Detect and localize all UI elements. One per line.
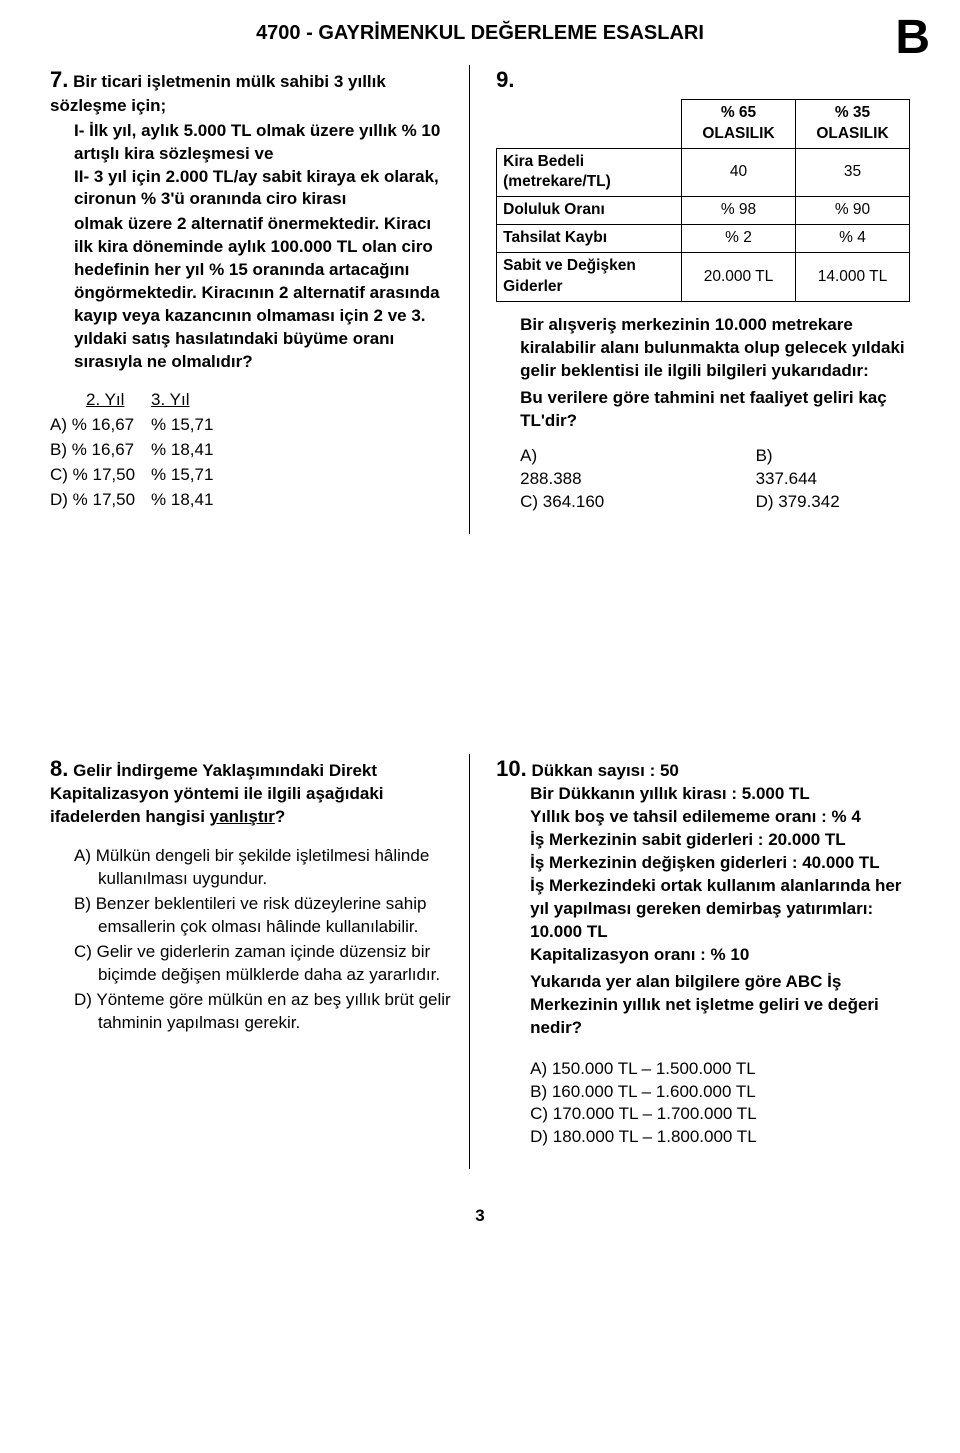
q9-column: 9. % 65 OLASILIK % 35 OLASILIK Kira Bede… <box>490 65 910 534</box>
q9-r4-c2: 14.000 TL <box>795 253 909 302</box>
booklet-letter: B <box>895 6 930 71</box>
q9-th-35: % 35 OLASILIK <box>795 99 909 148</box>
q8-opt-c: C) Gelir ve giderlerin zaman içinde düze… <box>74 941 453 987</box>
q10-l5: İş Merkezinin değişken giderleri : 40.00… <box>530 853 880 872</box>
q9-r2-label: Doluluk Oranı <box>497 197 682 225</box>
q9-after-2: Bu verilere göre tahmini net faaliyet ge… <box>520 388 887 430</box>
q9-r1-c2: 35 <box>795 148 909 197</box>
q9-opt-c: C) 364.160 <box>520 491 695 514</box>
q7-opt-b-y3: % 18,41 <box>151 438 229 463</box>
q9-r3-c2: % 4 <box>795 225 909 253</box>
q10-opt-b: B) 160.000 TL – 1.600.000 TL <box>530 1081 910 1104</box>
q8-opt-b: B) Benzer beklentileri ve risk düzeyleri… <box>74 893 453 939</box>
q7-head-y2: 2. Yıl <box>86 390 124 409</box>
q8-opt-d: D) Yönteme göre mülkün en az beş yıllık … <box>74 989 453 1035</box>
q7-column: 7. Bir ticari işletmenin mülk sahibi 3 y… <box>50 65 470 534</box>
q9-options: A) 288.388 C) 364.160 B) 337.644 D) 379.… <box>520 445 910 514</box>
q9-r2-c2: % 90 <box>795 197 909 225</box>
row-1: 7. Bir ticari işletmenin mülk sahibi 3 y… <box>50 65 910 534</box>
q7-number: 7. <box>50 67 68 92</box>
q8-column: 8. Gelir İndirgeme Yaklaşımındaki Direkt… <box>50 754 470 1170</box>
question-9: 9. % 65 OLASILIK % 35 OLASILIK Kira Bede… <box>496 65 910 514</box>
q7-opt-c-y2: C) % 17,50 <box>50 463 151 488</box>
q9-th-blank <box>497 99 682 148</box>
row-2: 8. Gelir İndirgeme Yaklaşımındaki Direkt… <box>50 754 910 1170</box>
q7-opt-c-y3: % 15,71 <box>151 463 229 488</box>
page-number: 3 <box>50 1205 910 1228</box>
q9-r4-c1: 20.000 TL <box>681 253 795 302</box>
q7-item-ii: II- 3 yıl için 2.000 TL/ay sabit kiraya … <box>74 167 439 209</box>
q7-opt-d-y2: D) % 17,50 <box>50 488 151 513</box>
question-10: 10. Dükkan sayısı : 50 Bir Dükkanın yıll… <box>496 754 910 1150</box>
q9-r1-c1: 40 <box>681 148 795 197</box>
q8-opt-a: A) Mülkün dengeli bir şekilde işletilmes… <box>74 845 453 891</box>
q9-r4-label: Sabit ve Değişken Giderler <box>497 253 682 302</box>
q9-opt-b: B) 337.644 <box>756 445 794 491</box>
q10-number: 10. <box>496 756 527 781</box>
q9-after-1: Bir alışveriş merkezinin 10.000 metrekar… <box>520 315 905 380</box>
q9-opt-d: D) 379.342 <box>756 491 840 514</box>
q7-opt-a-y2: A) % 16,67 <box>50 413 151 438</box>
q10-opt-a: A) 150.000 TL – 1.500.000 TL <box>530 1058 910 1081</box>
q10-l4: İş Merkezinin sabit giderleri : 20.000 T… <box>530 830 846 849</box>
q9-r3-label: Tahsilat Kaybı <box>497 225 682 253</box>
q8-number: 8. <box>50 756 68 781</box>
q7-answer-table: 2. Yıl 3. Yıl A) % 16,67% 15,71 B) % 16,… <box>50 388 229 513</box>
q10-l2: Bir Dükkanın yıllık kirası : 5.000 TL <box>530 784 810 803</box>
q7-opt-a-y3: % 15,71 <box>151 413 229 438</box>
header-title: 4700 - GAYRİMENKUL DEĞERLEME ESASLARI <box>256 22 704 44</box>
q10-stem: Yukarıda yer alan bilgilere göre ABC İş … <box>530 972 879 1037</box>
q8-stem-q: ? <box>275 807 285 826</box>
q9-th-65: % 65 OLASILIK <box>681 99 795 148</box>
q10-l6: İş Merkezindeki ortak kullanım alanların… <box>530 876 901 941</box>
q10-l3: Yıllık boş ve tahsil edilememe oranı : %… <box>530 807 861 826</box>
q10-l1: Dükkan sayısı : 50 <box>531 761 678 780</box>
q9-r3-c1: % 2 <box>681 225 795 253</box>
q8-stem-underline: yanlıştır <box>210 807 275 826</box>
q10-l7: Kapitalizasyon oranı : % 10 <box>530 945 749 964</box>
q10-column: 10. Dükkan sayısı : 50 Bir Dükkanın yıll… <box>490 754 910 1170</box>
question-7: 7. Bir ticari işletmenin mülk sahibi 3 y… <box>50 65 453 513</box>
page-header: 4700 - GAYRİMENKUL DEĞERLEME ESASLARI B <box>50 20 910 47</box>
q9-number: 9. <box>496 67 514 92</box>
q9-r2-c1: % 98 <box>681 197 795 225</box>
q7-stem-1: Bir ticari işletmenin mülk sahibi 3 yıll… <box>50 72 386 115</box>
q9-opt-a: A) 288.388 <box>520 445 599 491</box>
q10-opt-d: D) 180.000 TL – 1.800.000 TL <box>530 1126 910 1149</box>
q9-r1-label: Kira Bedeli (metrekare/TL) <box>497 148 682 197</box>
q7-opt-b-y2: B) % 16,67 <box>50 438 151 463</box>
q7-opt-d-y3: % 18,41 <box>151 488 229 513</box>
q7-item-i: I- İlk yıl, aylık 5.000 TL olmak üzere y… <box>74 121 440 163</box>
q7-stem-2: olmak üzere 2 alternatif önermektedir. K… <box>74 214 440 371</box>
question-8: 8. Gelir İndirgeme Yaklaşımındaki Direkt… <box>50 754 453 1035</box>
q9-table: % 65 OLASILIK % 35 OLASILIK Kira Bedeli … <box>496 99 910 302</box>
q10-opt-c: C) 170.000 TL – 1.700.000 TL <box>530 1103 910 1126</box>
q7-head-y3: 3. Yıl <box>151 390 189 409</box>
